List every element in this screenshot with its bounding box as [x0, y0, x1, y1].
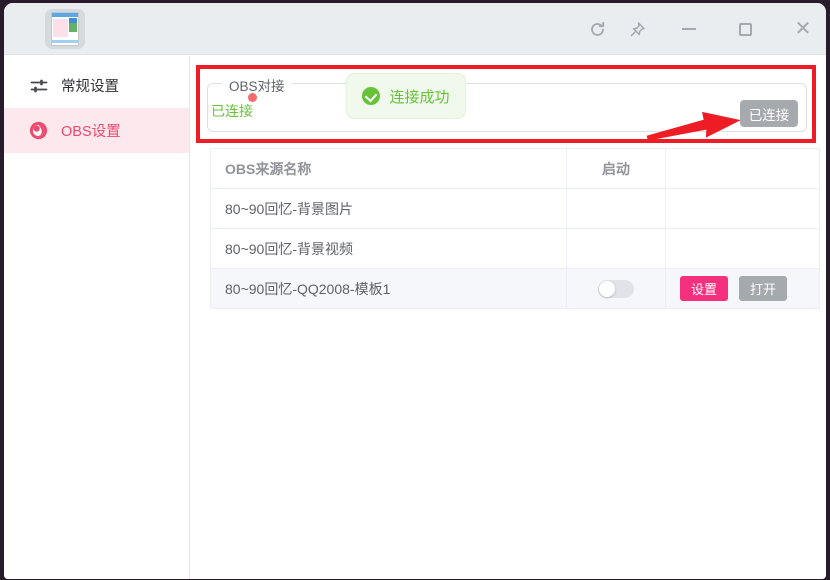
sidebar-item-label: OBS设置	[61, 124, 121, 140]
sidebar-item-obs-settings[interactable]: OBS设置	[4, 108, 189, 153]
actions-cell	[666, 189, 819, 228]
app-window: ✕ 常规设置 OBS设置	[4, 3, 826, 579]
obs-logo-icon	[29, 121, 48, 140]
sliders-icon	[29, 76, 48, 95]
table-row: 80~90回忆-背景图片	[211, 189, 819, 229]
start-toggle[interactable]	[598, 279, 634, 298]
obs-source-table: OBS来源名称 启动 80~90回忆-背景图片 80~90回忆-背景视频 80~…	[210, 148, 820, 309]
actions-cell: 设置 打开	[666, 269, 819, 308]
maximize-icon[interactable]	[736, 20, 754, 38]
minimize-icon[interactable]	[680, 20, 698, 38]
main-content	[191, 56, 826, 579]
header-actions	[666, 149, 819, 188]
open-button[interactable]: 打开	[739, 276, 787, 301]
start-cell	[567, 269, 666, 308]
connection-status-text: 已连接	[211, 103, 253, 119]
check-circle-icon	[362, 87, 381, 105]
table-row: 80~90回忆-背景视频	[211, 229, 819, 269]
source-name-cell: 80~90回忆-背景图片	[211, 189, 567, 228]
refresh-icon[interactable]	[588, 20, 606, 38]
sidebar-item-label: 常规设置	[61, 79, 119, 95]
actions-cell	[666, 229, 819, 268]
app-logo-thumbnail	[52, 13, 78, 45]
source-name-cell: 80~90回忆-QQ2008-模板1	[211, 269, 567, 308]
start-cell	[567, 229, 666, 268]
table-row: 80~90回忆-QQ2008-模板1 设置 打开	[211, 269, 819, 309]
app-logo	[45, 9, 85, 49]
header-start: 启动	[567, 149, 666, 188]
close-icon[interactable]: ✕	[794, 18, 812, 40]
connect-button[interactable]: 已连接	[740, 100, 798, 127]
settings-button[interactable]: 设置	[680, 276, 728, 301]
table-header-row: OBS来源名称 启动	[211, 149, 819, 189]
titlebar: ✕	[4, 3, 826, 55]
obs-connection-panel: OBS对接 已连接 已连接	[207, 75, 807, 132]
notification-dot	[248, 93, 257, 102]
toast-message: 连接成功	[389, 88, 450, 106]
sidebar: 常规设置 OBS设置	[4, 56, 190, 579]
connection-success-toast: 连接成功	[346, 73, 466, 119]
window-controls: ✕	[588, 3, 812, 55]
header-source-name: OBS来源名称	[211, 149, 567, 188]
toggle-knob	[599, 280, 615, 297]
obs-panel-legend: OBS对接	[222, 75, 292, 95]
source-name-cell: 80~90回忆-背景视频	[211, 229, 567, 268]
pin-icon[interactable]	[628, 20, 646, 38]
start-cell	[567, 189, 666, 228]
sidebar-item-general-settings[interactable]: 常规设置	[4, 63, 189, 108]
